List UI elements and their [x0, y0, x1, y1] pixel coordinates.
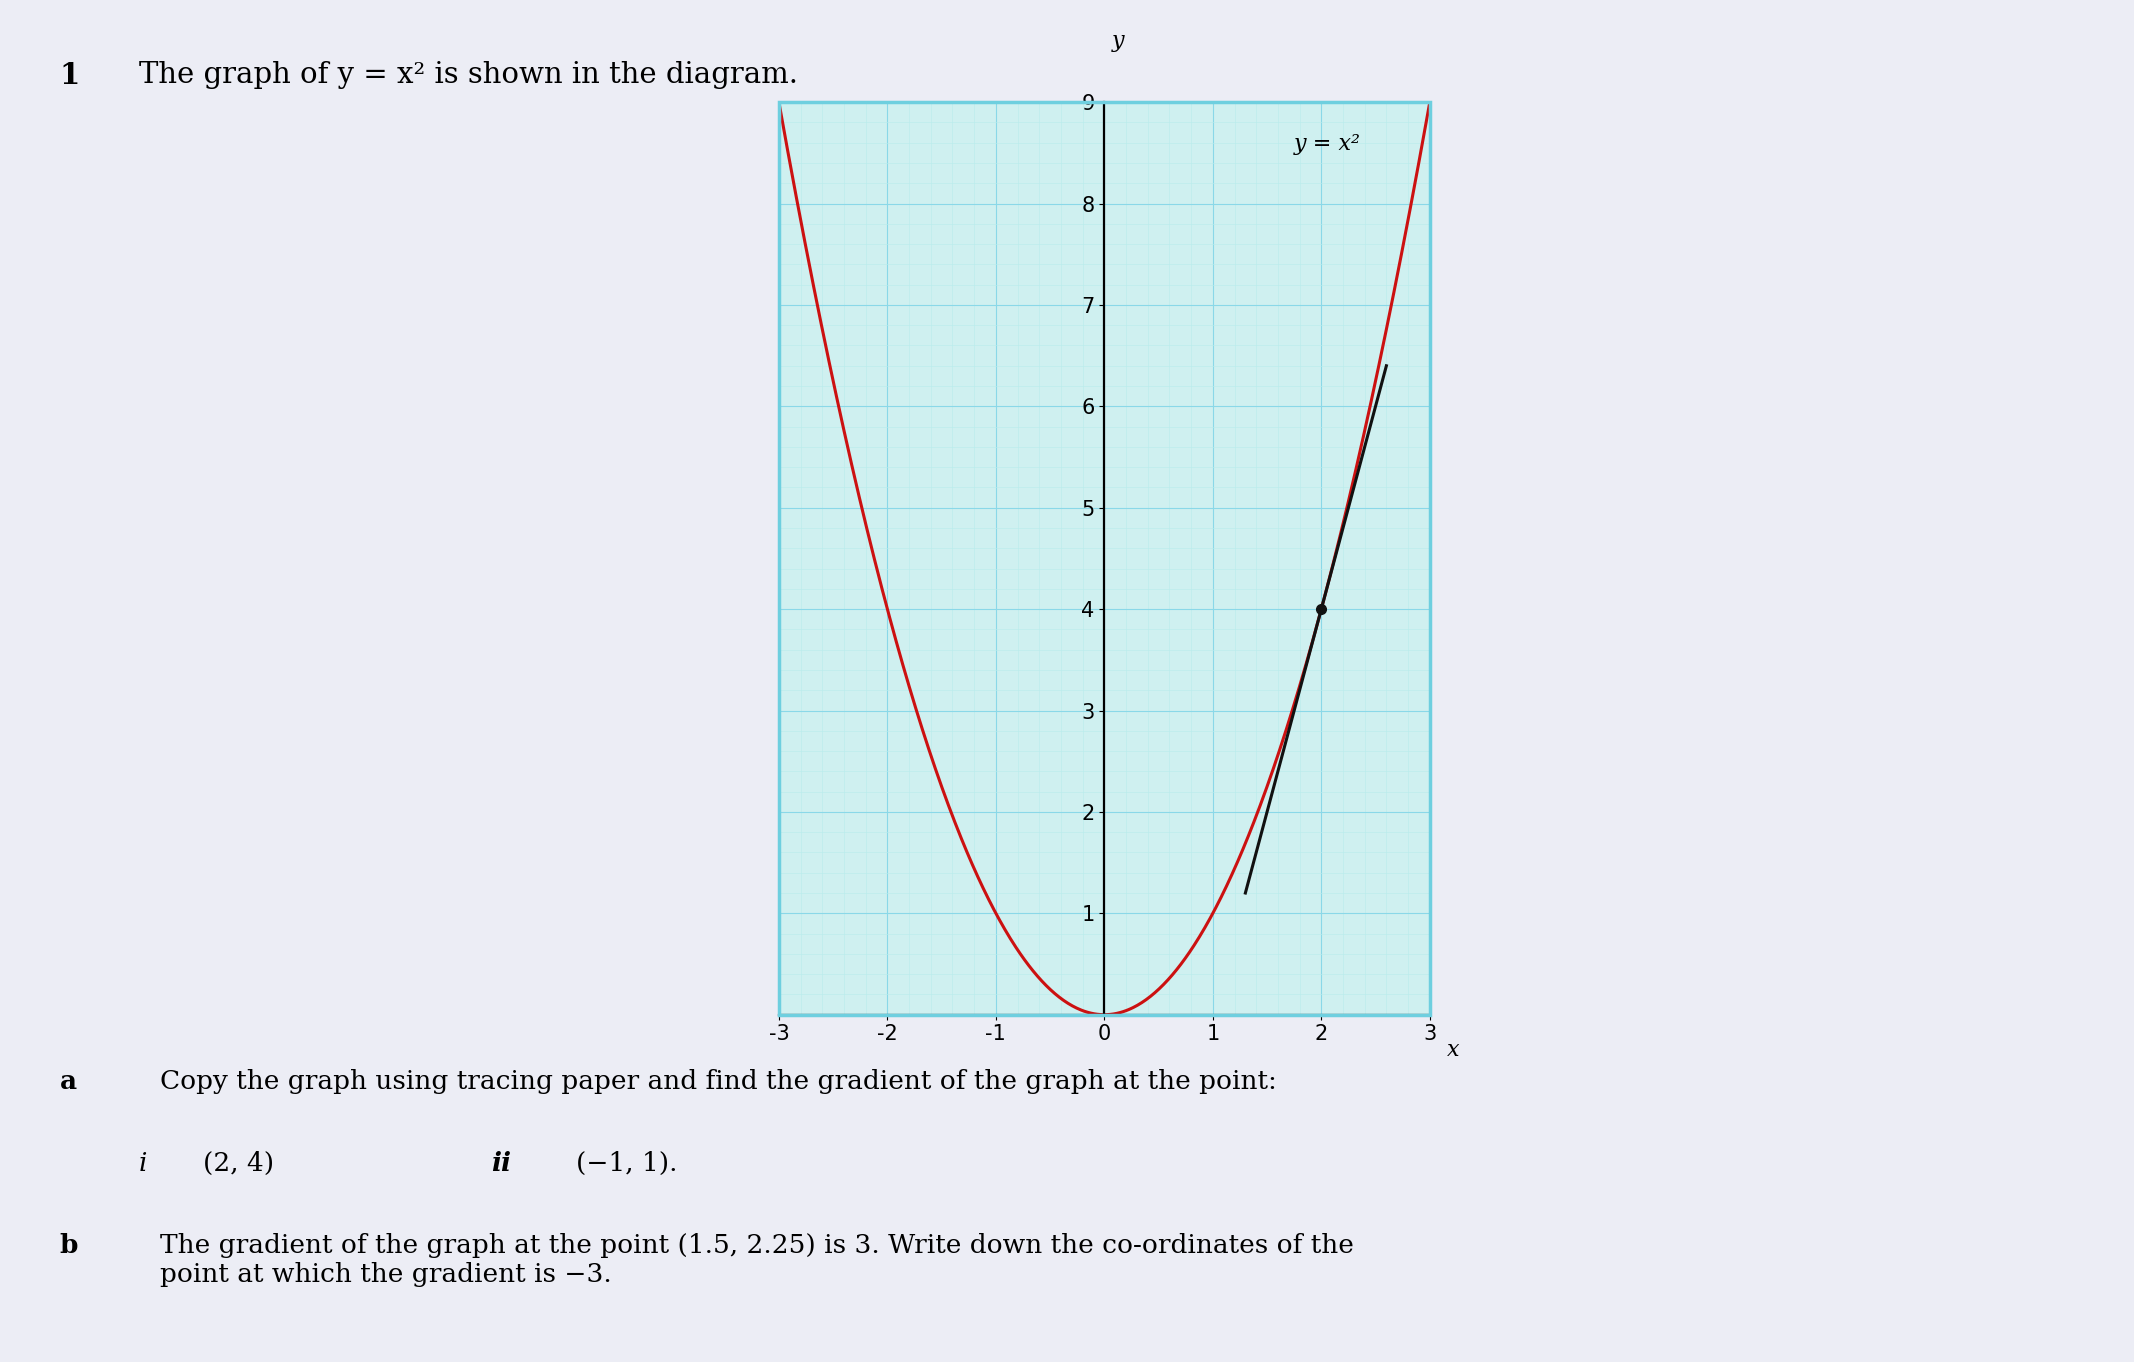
Text: b: b — [60, 1233, 79, 1257]
Text: x: x — [1447, 1039, 1460, 1061]
Bar — [779, 102, 1430, 1015]
Text: 1: 1 — [60, 61, 79, 90]
Text: i: i — [139, 1151, 147, 1175]
Text: (−1, 1).: (−1, 1). — [576, 1151, 679, 1175]
Text: y = x²: y = x² — [1293, 132, 1361, 154]
Text: Copy the graph using tracing paper and find the gradient of the graph at the poi: Copy the graph using tracing paper and f… — [160, 1069, 1276, 1094]
Text: a: a — [60, 1069, 77, 1094]
Text: ii: ii — [491, 1151, 510, 1175]
Text: The gradient of the graph at the point (1.5, 2.25) is 3. Write down the co-ordin: The gradient of the graph at the point (… — [160, 1233, 1353, 1287]
Text: The graph of y = x² is shown in the diagram.: The graph of y = x² is shown in the diag… — [139, 61, 798, 90]
Text: (2, 4): (2, 4) — [203, 1151, 273, 1175]
Text: y: y — [1112, 30, 1125, 52]
